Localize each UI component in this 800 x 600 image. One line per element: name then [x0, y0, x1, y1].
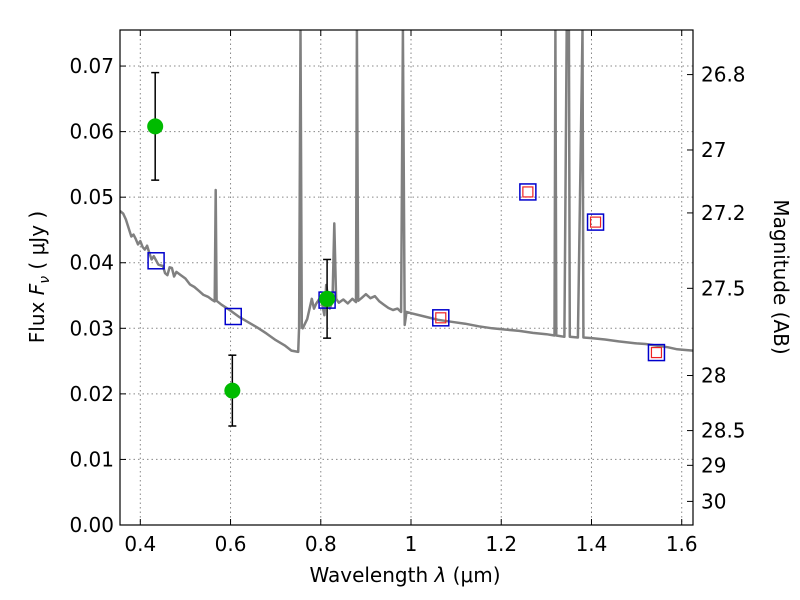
model-flux-square	[519, 183, 537, 201]
y-tick-label: 0.04	[69, 251, 114, 275]
y-axis-ticks: 0.00 0.01 0.02 0.03 0.04 0.05 0.06 0.07	[69, 54, 126, 537]
model-flux-square	[147, 252, 165, 270]
y-tick-label: 0.03	[69, 316, 114, 340]
y-axis-label: Flux Fν ( μJy )	[25, 211, 53, 343]
y2-tick-label: 27	[701, 138, 726, 162]
x-axis-label: Wavelength λ (μm)	[309, 563, 500, 587]
model-flux-square	[647, 343, 666, 362]
y2-axis-ticks: 26.8 27 27.2 27.5 28 28.5 29 30	[687, 63, 746, 513]
x-tick-label: 1.6	[666, 532, 698, 556]
plot-area	[120, 30, 693, 427]
y2-tick-label: 28.5	[701, 419, 746, 443]
grid-lines	[120, 30, 693, 526]
y-tick-label: 0.06	[69, 120, 114, 144]
model-flux-square	[586, 213, 605, 231]
x-tick-label: 0.4	[124, 532, 156, 556]
y2-tick-label: 28	[701, 364, 726, 388]
y2-tick-label: 27.2	[701, 201, 746, 225]
model-flux-inner-square	[435, 312, 447, 324]
observed-flux-point	[224, 382, 241, 399]
y-tick-label: 0.07	[69, 54, 114, 78]
y2-axis-label: Magnitude (AB)	[769, 199, 793, 354]
model-flux-inner-square	[522, 186, 534, 198]
model-flux-inner-square	[589, 216, 602, 228]
x-tick-label: 1.4	[576, 532, 608, 556]
y-tick-label: 0.01	[69, 447, 114, 471]
y2-tick-label: 26.8	[701, 63, 746, 87]
y-tick-label: 0.00	[69, 513, 114, 537]
x-tick-label: 1.2	[485, 532, 517, 556]
x-tick-label: 1	[405, 532, 418, 556]
model-flux-inner-square	[650, 346, 663, 359]
sed-model-line	[120, 30, 693, 354]
plot-content	[120, 30, 693, 427]
y-tick-label: 0.05	[69, 185, 114, 209]
model-flux-square	[224, 307, 242, 326]
x-tick-label: 0.8	[305, 532, 337, 556]
y2-tick-label: 29	[701, 453, 726, 477]
model-flux-square	[432, 309, 450, 327]
x-tick-label: 0.6	[215, 532, 247, 556]
y2-tick-label: 27.5	[701, 276, 746, 300]
axes-frame	[119, 29, 694, 526]
y2-tick-label: 30	[701, 489, 726, 513]
y-tick-label: 0.02	[69, 382, 114, 406]
observed-flux-point	[319, 290, 336, 307]
observed-flux-point	[147, 118, 164, 135]
x-axis-ticks: 0.4 0.6 0.8 1 1.2 1.4 1.6	[124, 30, 698, 556]
